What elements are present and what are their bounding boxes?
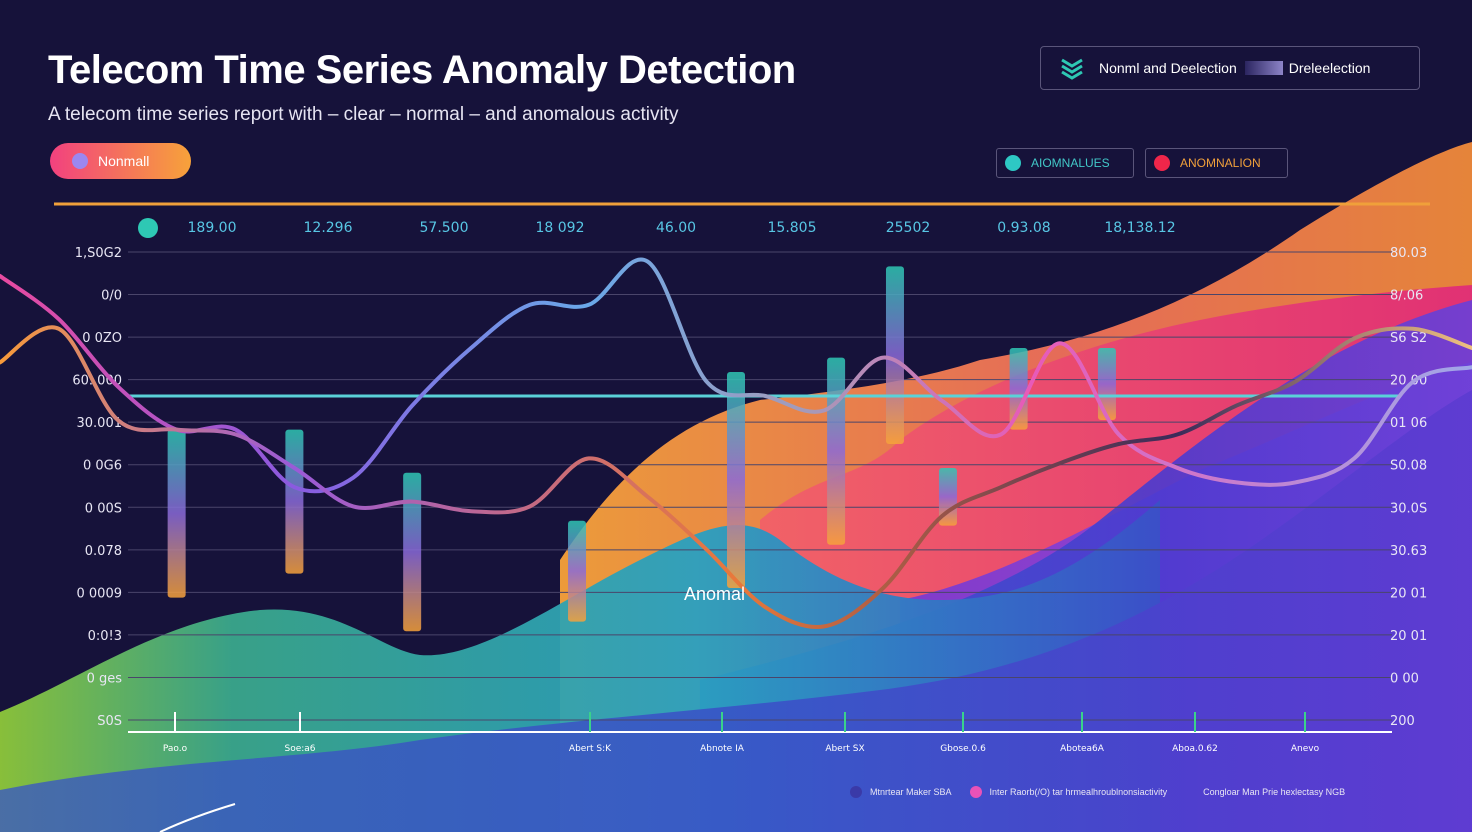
layers-icon [1061, 58, 1083, 80]
bottom-arc [159, 803, 236, 832]
left-tick-label: 1,S0G2 [75, 246, 122, 261]
anomaly-bar [568, 520, 587, 622]
top-teal-dot-icon [138, 218, 158, 238]
bottom-legend-item: Mtnrtear Maker SBA [850, 786, 952, 798]
right-tick-label: 30.0S [1390, 501, 1427, 516]
top-value-label: 189.00 [188, 220, 237, 236]
top-value-label: 46.00 [656, 220, 696, 236]
right-tick-label: 20 01 [1390, 586, 1427, 601]
x-tick-label: Pao.o [163, 744, 188, 754]
anomalion-chip-label: ANOMNALION [1180, 156, 1261, 170]
left-tick-label: 0 ges [87, 671, 123, 686]
right-tick-label: 20 01 [1390, 629, 1427, 644]
bottom-legend: Mtnrtear Maker SBA Inter Raorb(/O) tar h… [850, 786, 1345, 798]
x-tick-label: Anevo [1291, 744, 1320, 754]
bottom-legend-note: Congloar Man Prie hexlectasy NGB [1203, 787, 1346, 797]
x-tick-label: Abotea6A [1060, 744, 1105, 754]
right-tick-label: 30.63 [1390, 544, 1427, 559]
wave-front [0, 390, 1472, 832]
left-tick-label: 0 0G6 [83, 459, 122, 474]
bottom-legend-item: Inter Raorb(/O) tar hrmealhroublnonsiact… [969, 786, 1168, 798]
normal-badge-label: Nonmall [98, 153, 150, 169]
page-title: Telecom Time Series Anomaly Detection [48, 48, 796, 92]
anomaly-bar [1097, 348, 1116, 420]
bottom-legend-label: Inter Raorb(/O) tar hrmealhroublnonsiact… [989, 787, 1168, 797]
x-tick-label: Soe:a6 [284, 744, 315, 754]
top-value-label: 12.296 [304, 220, 353, 236]
anomaly-bar [285, 429, 304, 574]
top-value-label: 25502 [886, 220, 931, 236]
top-legend-swatch [1244, 61, 1283, 75]
anomaly-bar [167, 429, 186, 598]
anomalies-chip[interactable]: AIOMNALUES [996, 148, 1134, 178]
left-tick-label: 0 00S [85, 501, 122, 516]
right-tick-label: S0.08 [1390, 459, 1427, 474]
anomaly-bar [938, 468, 957, 526]
bottom-legend-label: Mtnrtear Maker SBA [870, 787, 952, 797]
legend-dot-icon [969, 786, 982, 798]
x-tick-label: Aboa.0.62 [1172, 744, 1218, 754]
anomaly-bar [827, 357, 846, 545]
right-tick-label: 200 [1390, 714, 1415, 729]
red-dot-icon [1154, 155, 1170, 171]
left-tick-label: S0S [97, 714, 122, 729]
right-tick-label: S6 S2 [1390, 331, 1427, 346]
left-tick-label: 30.001 [77, 416, 123, 431]
right-tick-label: 0 00 [1390, 671, 1419, 686]
top-value-label: 0.93.08 [997, 220, 1050, 236]
anomalion-chip[interactable]: ANOMNALION [1145, 148, 1288, 178]
normal-badge[interactable]: Nonmall [50, 143, 191, 179]
anomaly-bar [727, 372, 745, 588]
legend-dot-icon [850, 786, 862, 798]
top-legend-box: Nonml and Deelection Dreleelection [1040, 46, 1420, 90]
anomaly-annotation: Anomal [684, 584, 745, 604]
top-value-label: 18,138.12 [1104, 220, 1175, 236]
top-value-label: 18 092 [536, 220, 585, 236]
top-legend-right-label: Dreleelection [1288, 60, 1371, 76]
anomaly-bar [1009, 348, 1028, 430]
right-tick-label: 8/.06 [1390, 289, 1423, 304]
top-value-label: 57.500 [420, 220, 469, 236]
right-tick-label: 80.03 [1390, 246, 1427, 261]
left-tick-label: 0 0009 [77, 586, 123, 601]
normal-dot-icon [72, 153, 88, 169]
x-tick-label: Abert S:K [569, 744, 612, 754]
series-line-2 [0, 325, 1472, 630]
left-tick-label: 0 0ZO [82, 331, 122, 346]
page-subtitle: A telecom time series report with – clea… [48, 104, 679, 125]
top-value-label: 15.805 [768, 220, 817, 236]
anomaly-bar [403, 472, 422, 632]
right-tick-label: 01 06 [1390, 416, 1427, 431]
left-tick-label: 0/0 [101, 289, 122, 304]
teal-dot-icon [1005, 155, 1021, 171]
anomalies-chip-label: AIOMNALUES [1031, 156, 1110, 170]
top-legend-left-label: Nonml and Deelection [1099, 60, 1237, 76]
anomaly-bar [885, 266, 904, 444]
left-tick-label: 0:0!3 [88, 629, 122, 644]
left-tick-label: 0.078 [85, 544, 122, 559]
x-tick-label: Abert SX [825, 744, 864, 754]
x-tick-label: Abnote IA [700, 744, 745, 754]
x-tick-label: Gbose.0.6 [940, 744, 986, 754]
